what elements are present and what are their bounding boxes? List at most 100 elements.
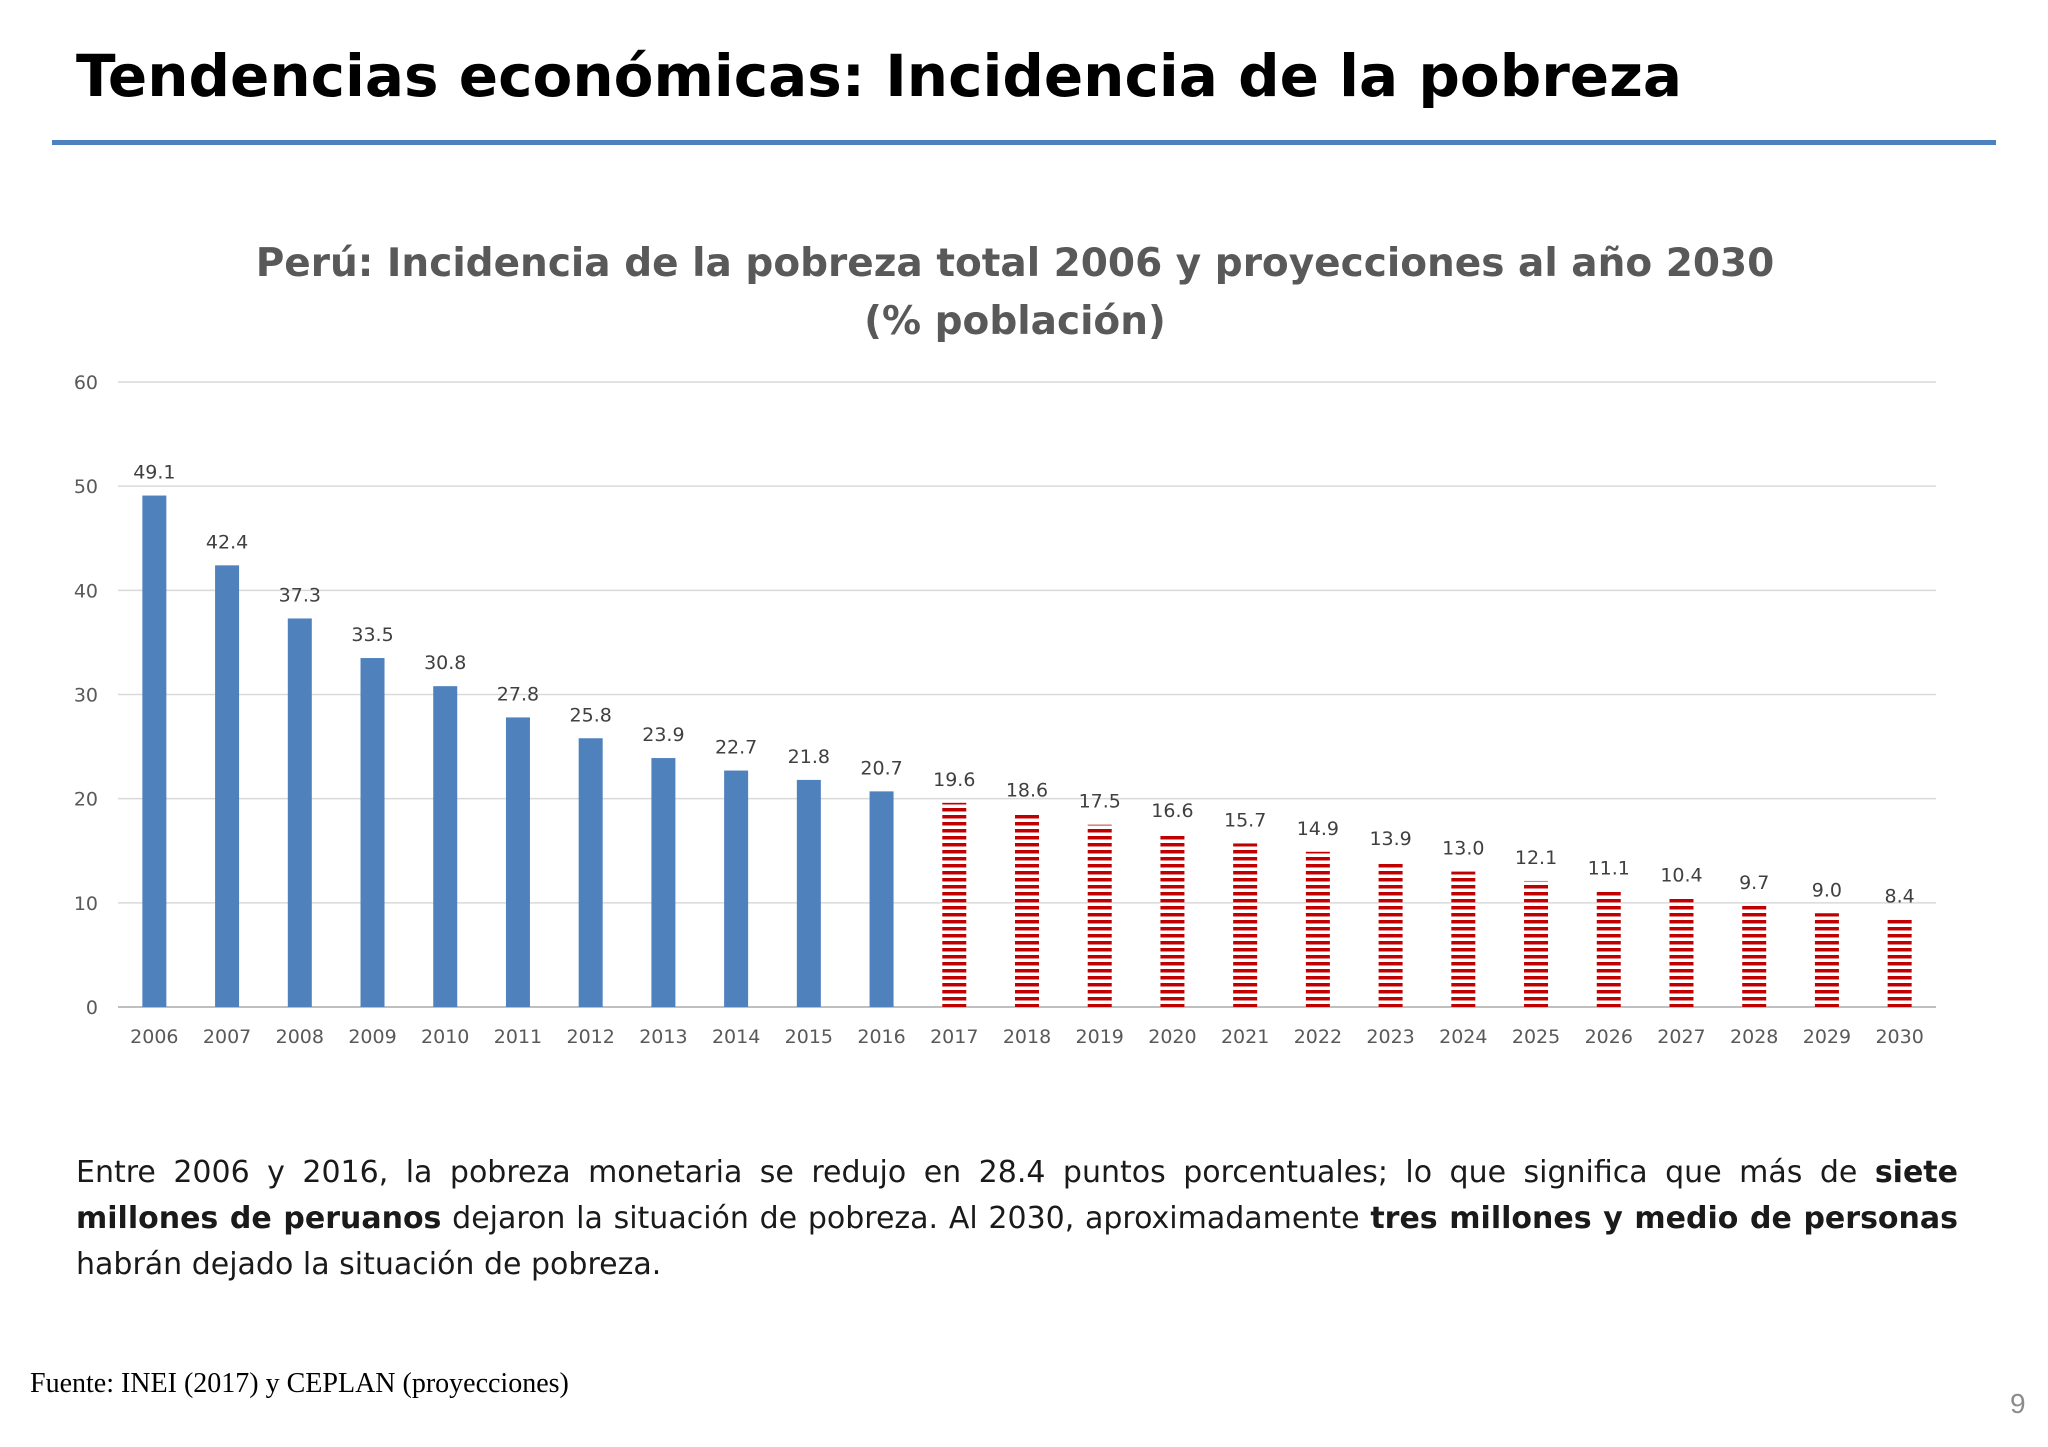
summary-paragraph: Entre 2006 y 2016, la pobreza monetaria … — [76, 1150, 1958, 1288]
summary-text-1: Entre 2006 y 2016, la pobreza monetaria … — [76, 1155, 1875, 1190]
x-tick-label: 2013 — [639, 1026, 687, 1048]
chart-svg: Perú: Incidencia de la pobreza total 200… — [74, 241, 1936, 1048]
y-axis-ticks: 0 10 20 30 40 50 60 — [74, 372, 98, 1019]
x-tick-label: 2011 — [494, 1026, 542, 1048]
x-tick-label: 2016 — [857, 1026, 905, 1048]
summary-text-3: habrán dejado la situación de pobreza. — [76, 1247, 662, 1282]
x-tick-label: 2029 — [1803, 1026, 1851, 1048]
data-label: 8.4 — [1885, 886, 1915, 908]
x-tick-label: 2015 — [785, 1026, 833, 1048]
chart-title: Perú: Incidencia de la pobreza total 200… — [256, 241, 1775, 286]
projection-bar — [1378, 862, 1403, 1007]
data-label: 33.5 — [351, 624, 393, 646]
data-label: 17.5 — [1079, 791, 1121, 813]
summary-emphasis-2: tres millones y medio de personas — [1370, 1201, 1958, 1236]
historical-bar — [578, 738, 603, 1007]
x-tick-label: 2012 — [567, 1026, 615, 1048]
data-label: 22.7 — [715, 737, 757, 759]
data-label: 9.0 — [1812, 879, 1842, 901]
summary-emphasis-1: siete millones de peruanos — [76, 1155, 1958, 1236]
x-tick-label: 2025 — [1512, 1026, 1560, 1048]
data-label: 30.8 — [424, 652, 466, 674]
projection-bar — [1451, 871, 1476, 1007]
x-tick-label: 2030 — [1875, 1026, 1923, 1048]
projection-bar — [1887, 919, 1912, 1007]
data-label: 16.6 — [1151, 800, 1193, 822]
x-tick-label: 2022 — [1294, 1026, 1342, 1048]
x-tick-label: 2010 — [421, 1026, 469, 1048]
data-label: 21.8 — [788, 746, 830, 768]
data-label: 11.1 — [1588, 857, 1630, 879]
projection-bar — [942, 802, 967, 1007]
y-tick-label: 20 — [74, 789, 98, 811]
poverty-chart: Perú: Incidencia de la pobreza total 200… — [0, 220, 2048, 1100]
source-note: Fuente: INEI (2017) y CEPLAN (proyeccion… — [30, 1368, 569, 1399]
historical-bar — [142, 495, 167, 1007]
projection-bar — [1524, 880, 1549, 1007]
summary-text-2: dejaron la situación de pobreza. Al 2030… — [441, 1201, 1371, 1236]
historical-bar — [360, 658, 385, 1007]
projection-bar — [1015, 813, 1039, 1007]
historical-bar — [724, 770, 749, 1007]
x-tick-label: 2009 — [348, 1026, 396, 1048]
x-tick-label: 2017 — [930, 1026, 978, 1048]
data-label: 13.9 — [1369, 828, 1411, 850]
chart-subtitle: (% población) — [864, 299, 1166, 344]
x-tick-label: 2021 — [1221, 1026, 1269, 1048]
x-tick-label: 2023 — [1366, 1026, 1414, 1048]
data-label: 15.7 — [1224, 809, 1266, 831]
x-tick-label: 2019 — [1076, 1026, 1124, 1048]
historical-bar — [287, 618, 312, 1007]
historical-bar — [215, 565, 240, 1007]
data-label: 27.8 — [497, 683, 539, 705]
projection-bar — [1814, 913, 1839, 1007]
y-tick-label: 30 — [74, 685, 98, 707]
data-label: 13.0 — [1442, 838, 1484, 860]
gridlines — [118, 381, 1936, 1008]
x-tick-label: 2024 — [1439, 1026, 1487, 1048]
data-label: 25.8 — [570, 704, 612, 726]
x-tick-label: 2007 — [203, 1026, 251, 1048]
page-number: 9 — [2010, 1388, 2026, 1419]
historical-bar — [433, 686, 458, 1007]
x-tick-label: 2028 — [1730, 1026, 1778, 1048]
projection-bar — [1669, 898, 1694, 1007]
historical-bar — [505, 717, 530, 1007]
historical-bar — [869, 791, 894, 1007]
x-tick-label: 2027 — [1657, 1026, 1705, 1048]
data-label: 18.6 — [1006, 779, 1048, 801]
data-label: 10.4 — [1660, 865, 1702, 887]
projection-bar — [1160, 834, 1185, 1007]
x-axis-ticks: 2006 2007 2008 2009 2010 2011 2012 2013 2014 2015… — [130, 1026, 1924, 1048]
data-label: 23.9 — [642, 724, 684, 746]
y-tick-label: 40 — [74, 580, 98, 602]
projection-bar — [1596, 891, 1621, 1007]
y-tick-label: 0 — [86, 997, 98, 1019]
y-tick-label: 50 — [74, 476, 98, 498]
historical-bar — [651, 758, 676, 1007]
title-divider — [52, 140, 1996, 145]
data-label: 37.3 — [279, 584, 321, 606]
x-tick-label: 2026 — [1585, 1026, 1633, 1048]
data-label: 14.9 — [1297, 818, 1339, 840]
projection-bar — [1233, 843, 1258, 1007]
y-tick-label: 60 — [74, 372, 98, 394]
data-label: 9.7 — [1739, 872, 1769, 894]
projection-bar — [1742, 905, 1767, 1007]
projection-bar — [1087, 824, 1112, 1007]
x-tick-label: 2018 — [1003, 1026, 1051, 1048]
x-tick-label: 2020 — [1148, 1026, 1196, 1048]
projection-bar — [1305, 851, 1330, 1007]
data-label: 19.6 — [933, 769, 975, 791]
data-label: 12.1 — [1515, 847, 1557, 869]
bars — [142, 495, 1912, 1007]
historical-bar — [796, 779, 821, 1007]
x-tick-label: 2014 — [712, 1026, 760, 1048]
data-label: 20.7 — [860, 757, 902, 779]
data-label: 42.4 — [206, 531, 248, 553]
data-labels: 49.1 42.4 37.3 33.5 30.8 27.8 25.8 23.9 22.7 21.8… — [133, 462, 1915, 908]
y-tick-label: 10 — [74, 893, 98, 915]
slide-title: Tendencias económicas: Incidencia de la … — [76, 42, 1683, 110]
x-tick-label: 2006 — [130, 1026, 178, 1048]
x-tick-label: 2008 — [276, 1026, 324, 1048]
